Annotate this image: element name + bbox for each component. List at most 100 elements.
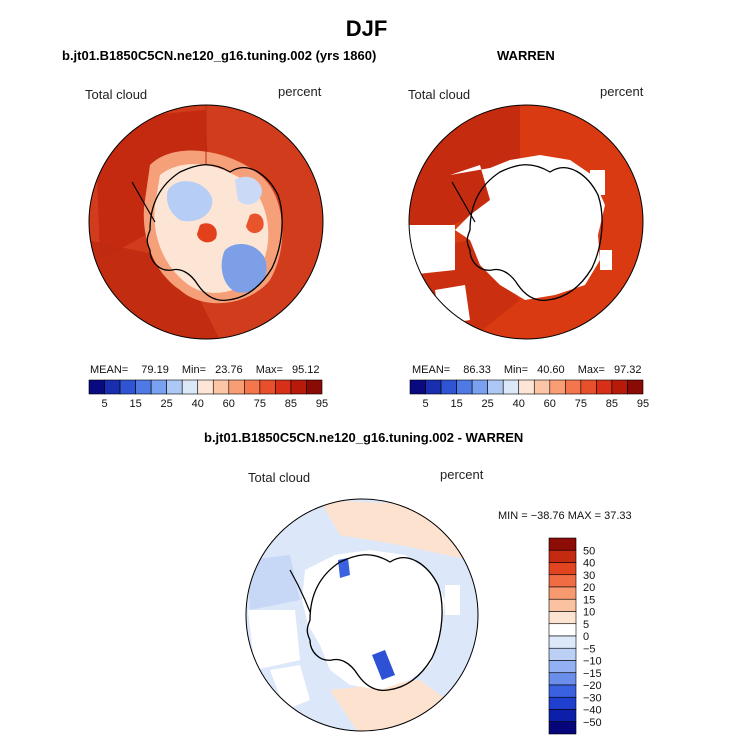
model-colorbar-swatch xyxy=(259,379,276,395)
diff-colorbar-tick-label: 30 xyxy=(583,570,595,582)
model-colorbar-swatch xyxy=(181,379,199,395)
model-colorbar-tick-label: 15 xyxy=(129,398,141,410)
obs-colorbar-swatch xyxy=(440,379,457,395)
diff-colorbar-tick-label: −30 xyxy=(583,692,602,704)
diff-colorbar-swatch xyxy=(548,721,577,735)
diff-missing-east xyxy=(445,585,460,615)
obs-mean-value: 86.33 xyxy=(463,364,491,376)
diff-colorbar-tick-label: 15 xyxy=(583,594,595,606)
model-colorbar-swatch xyxy=(166,379,183,395)
model-variable-label: Total cloud xyxy=(85,87,148,102)
obs-colorbar-tick-label: 5 xyxy=(422,398,428,410)
diff-variable-label: Total cloud xyxy=(248,470,311,485)
model-blue-patch-3 xyxy=(235,176,262,205)
diff-colorbar-tick-label: 20 xyxy=(583,582,595,594)
diff-map-border xyxy=(245,498,479,732)
model-colorbar-swatch xyxy=(104,379,121,395)
diff-colorbar-swatch xyxy=(548,660,577,674)
obs-colorbar-swatch xyxy=(596,379,613,395)
model-colorbar-swatch xyxy=(244,379,261,395)
model-peninsula-coast xyxy=(131,181,156,223)
obs-missing-southwest xyxy=(435,285,470,325)
obs-colorbar-swatch xyxy=(533,379,551,395)
obs-colorbar-tick-label: 60 xyxy=(544,398,556,410)
diff-colorbar-tick-label: 5 xyxy=(583,619,589,631)
obs-colorbar-swatch xyxy=(425,379,442,395)
model-colorbar-tick-label: 25 xyxy=(161,398,173,410)
diff-colorbar-tick-label: −50 xyxy=(583,717,602,729)
obs-colorbar-swatch xyxy=(456,379,473,395)
obs-map-border xyxy=(408,104,644,340)
obs-panel-title: WARREN xyxy=(497,48,555,63)
model-colorbar-swatch xyxy=(290,379,307,395)
diff-colorbar-tick-label: 0 xyxy=(583,631,589,643)
obs-missing-interior xyxy=(450,155,605,300)
model-red-patch-2 xyxy=(197,223,217,243)
obs-min-value: 40.60 xyxy=(537,364,565,376)
diff-colorbar-tick-label: −40 xyxy=(583,705,602,717)
obs-colorbar-swatch xyxy=(627,379,644,395)
model-antarctica-coast xyxy=(146,164,283,301)
model-colorbar: 5 15 25 40 60 75 85 95 xyxy=(88,379,328,410)
diff-colorbar-swatch xyxy=(548,611,577,625)
obs-cloud-map xyxy=(408,104,644,340)
obs-min-label: Min= xyxy=(503,364,529,376)
model-colorbar-swatch xyxy=(119,379,136,395)
obs-colorbar-tick-label: 75 xyxy=(575,398,587,410)
obs-missing-west xyxy=(409,225,455,275)
model-red-patch xyxy=(246,213,264,234)
diff-colorbar-swatch xyxy=(548,537,577,551)
model-colorbar-swatch xyxy=(135,379,152,395)
obs-colorbar-tick-label: 15 xyxy=(450,398,462,410)
diff-antarctica-coast xyxy=(306,554,443,691)
obs-colorbar-swatch xyxy=(471,379,488,395)
obs-colorbar-swatch xyxy=(580,379,597,395)
obs-colorbar-tick-label: 85 xyxy=(606,398,618,410)
model-max-value: 95.12 xyxy=(291,364,320,376)
diff-colorbar-swatch xyxy=(548,574,577,588)
obs-colorbar-tick-label: 25 xyxy=(482,398,494,410)
obs-colorbar-swatch xyxy=(549,379,566,395)
obs-missing-east xyxy=(590,170,605,195)
obs-colorbar-swatch xyxy=(565,379,582,395)
model-min-label: Min= xyxy=(181,364,207,376)
model-blue-patch-1 xyxy=(166,181,213,222)
diff-colorbar-swatch xyxy=(548,684,577,698)
model-colorbar-swatch xyxy=(212,379,230,395)
model-colorbar-swatch xyxy=(88,379,105,395)
obs-peninsula-coast xyxy=(451,181,476,223)
obs-colorbar: 5 15 25 40 60 75 85 95 xyxy=(409,379,649,410)
model-stats: MEAN= 79.19 Min= 23.76 Max= 95.12 xyxy=(90,364,320,376)
model-colorbar-tick-label: 75 xyxy=(254,398,266,410)
obs-colorbar-swatch xyxy=(611,379,628,395)
diff-colorbar-tick-label: −10 xyxy=(583,656,602,668)
diff-colorbar-swatch xyxy=(548,562,577,576)
diff-colorbar-tick-label: −5 xyxy=(583,643,596,655)
obs-antarctica-coast xyxy=(466,164,603,301)
main-title: DJF xyxy=(345,16,388,41)
model-panel-title: b.jt01.B1850C5CN.ne120_g16.tuning.002 (y… xyxy=(62,48,377,63)
model-colorbar-tick-label: 40 xyxy=(192,398,204,410)
diff-colorbar-swatch xyxy=(548,598,577,612)
obs-missing-east-2 xyxy=(600,250,612,270)
model-colorbar-swatch xyxy=(150,379,167,395)
diff-negative-patch xyxy=(338,558,350,578)
model-cloud-map xyxy=(88,104,324,340)
model-max-label: Max= xyxy=(255,364,283,376)
diff-peninsula-coast xyxy=(289,569,311,613)
model-colorbar-swatch xyxy=(228,379,245,395)
diff-minmax-label: MIN = −38.76 MAX = 37.33 xyxy=(498,510,632,522)
diff-cloud-map xyxy=(245,498,479,732)
diff-units-label: percent xyxy=(440,467,484,482)
model-colorbar-tick-label: 5 xyxy=(101,398,107,410)
diff-colorbar-swatch xyxy=(548,647,577,661)
model-colorbar-tick-label: 60 xyxy=(223,398,235,410)
diff-missing-interior xyxy=(302,550,445,690)
model-map-border xyxy=(88,104,324,340)
obs-colorbar-swatch xyxy=(502,379,520,395)
obs-colorbar-tick-label: 40 xyxy=(513,398,525,410)
model-colorbar-swatch xyxy=(306,379,323,395)
diff-positive-south xyxy=(330,680,460,731)
